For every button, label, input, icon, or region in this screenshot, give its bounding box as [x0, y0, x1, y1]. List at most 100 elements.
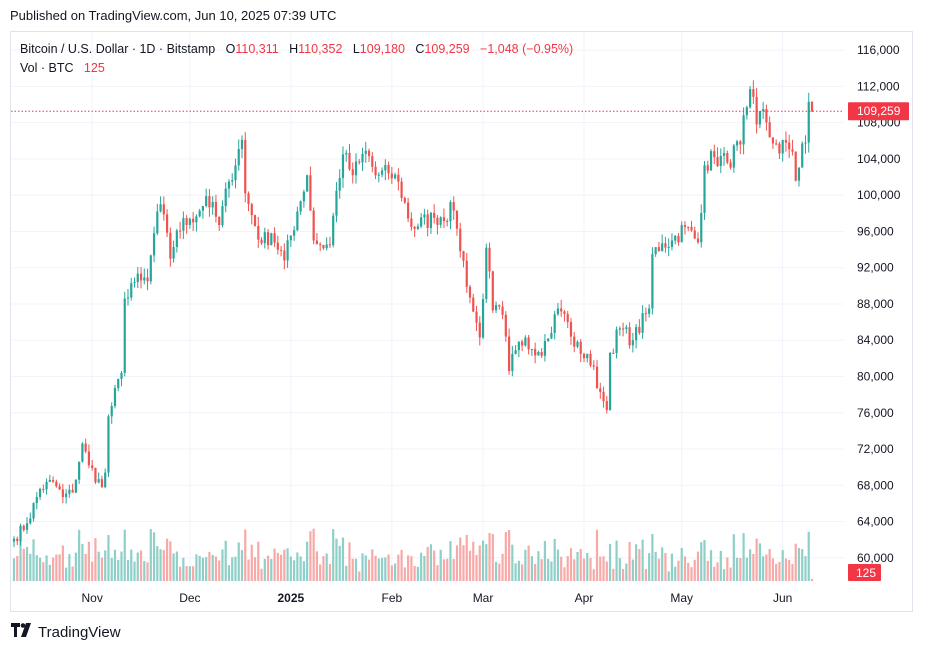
candle-body: [19, 525, 22, 542]
volume-bar: [55, 554, 58, 581]
candle-body: [569, 322, 573, 337]
footer-brand[interactable]: TradingView: [11, 623, 121, 641]
volume-bar: [195, 554, 198, 581]
volume-bar: [358, 571, 361, 581]
volume-bar: [602, 556, 605, 581]
volume-bar: [38, 557, 42, 581]
candle-body: [279, 249, 283, 251]
volume-bar: [113, 549, 117, 581]
volume-bar: [599, 556, 602, 581]
candle-body: [494, 305, 498, 311]
volume-label[interactable]: Vol · BTC: [20, 61, 74, 75]
volume-bar: [651, 533, 654, 581]
volume-bar: [534, 563, 537, 581]
candle-body: [775, 143, 778, 145]
volume-bar: [670, 553, 674, 581]
volume-bar: [315, 551, 319, 581]
volume-bar: [449, 541, 452, 581]
volume-bar: [319, 564, 322, 581]
candle-body: [540, 352, 543, 356]
candle-body: [61, 489, 64, 498]
volume-bar: [605, 561, 608, 581]
volume-bar: [514, 563, 517, 581]
volume-bar: [78, 529, 81, 581]
candle-body: [133, 281, 136, 284]
volume-bar: [390, 565, 393, 581]
candle-body: [371, 156, 374, 167]
candle-body: [543, 340, 547, 356]
candle-body: [433, 212, 436, 218]
volume-bar: [612, 568, 615, 581]
volume-bar: [641, 539, 644, 581]
candle-body: [266, 232, 270, 246]
candle-body: [263, 232, 266, 244]
candle-body: [429, 212, 433, 228]
candle-body: [680, 225, 683, 243]
volume-bar: [644, 569, 647, 581]
volume-bar: [592, 569, 595, 581]
candle-body: [726, 153, 729, 163]
candle-body: [208, 196, 211, 208]
candle-body: [618, 328, 621, 330]
volume-bar: [276, 552, 279, 581]
candle-body: [22, 525, 25, 530]
volume-bar: [452, 558, 455, 581]
volume-bar: [511, 544, 514, 581]
volume-bar: [413, 566, 416, 581]
candle-body: [462, 251, 465, 261]
candle-body: [582, 353, 586, 359]
candle-body: [312, 210, 315, 241]
volume-bar: [182, 557, 185, 581]
candle-body: [387, 164, 390, 174]
volume-bar: [400, 549, 403, 581]
high-label: H: [289, 42, 299, 56]
volume-bar: [179, 566, 182, 581]
candle-body: [576, 341, 579, 347]
volume-bar: [635, 544, 638, 581]
volume-bar: [439, 549, 442, 581]
volume-bar: [553, 538, 556, 581]
candle-body: [687, 226, 690, 228]
candle-body: [621, 328, 625, 330]
candle-body: [749, 89, 752, 108]
symbol-title[interactable]: Bitcoin / U.S. Dollar · 1D · Bitstamp: [20, 42, 216, 56]
volume-bar: [302, 561, 305, 581]
candle-body: [364, 150, 367, 154]
candle-body: [162, 204, 165, 215]
candle-body: [452, 202, 455, 211]
volume-bar: [481, 540, 485, 581]
candle-body: [227, 181, 231, 189]
candle-body: [732, 145, 735, 168]
volume-bar: [16, 555, 19, 581]
volume-bar: [726, 557, 729, 581]
candle-body: [595, 366, 599, 389]
chart-legend: Bitcoin / U.S. Dollar · 1D · Bitstamp O1…: [20, 40, 573, 78]
candle-body: [341, 154, 345, 178]
last-price-badge: 109,259: [848, 102, 909, 121]
volume-bar: [42, 562, 45, 581]
volume-bar: [201, 557, 205, 581]
volume-bar: [12, 558, 16, 581]
volume-bar: [81, 543, 84, 581]
candle-body: [214, 202, 218, 217]
price-axis[interactable]: 116,000112,000108,000104,000100,00096,00…: [857, 43, 901, 565]
candle-body: [38, 488, 42, 498]
candle-body: [325, 244, 328, 249]
volume-bar: [664, 552, 667, 581]
candle-body: [113, 388, 117, 406]
candle-body: [416, 226, 419, 229]
candle-body: [716, 157, 719, 167]
volume-bar: [293, 560, 296, 581]
time-axis[interactable]: Nov Dec 2025 Feb Mar Apr May Jun: [81, 591, 792, 605]
volume-bar: [283, 549, 286, 581]
candle-body: [410, 218, 413, 227]
candle-body: [713, 151, 716, 158]
candle-body: [42, 488, 45, 490]
candle-body: [641, 313, 644, 333]
volume-bar: [374, 555, 377, 581]
volume-bar: [211, 554, 214, 581]
volume-bar: [416, 566, 419, 581]
volume-bar: [35, 555, 38, 581]
volume-bar: [338, 545, 341, 581]
